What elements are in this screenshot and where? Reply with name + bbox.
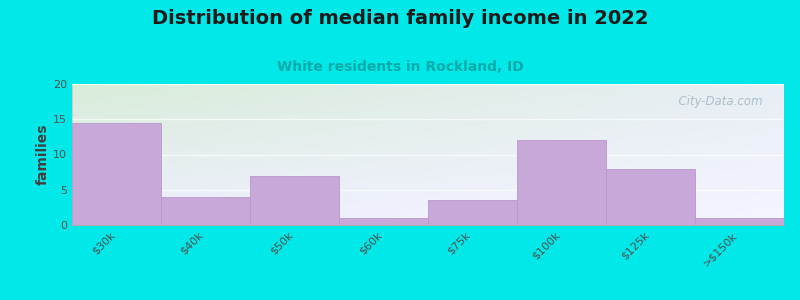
- Bar: [161, 197, 250, 225]
- Y-axis label: families: families: [36, 124, 50, 185]
- Text: City-Data.com: City-Data.com: [671, 95, 762, 108]
- Bar: [250, 176, 339, 225]
- Text: Distribution of median family income in 2022: Distribution of median family income in …: [152, 9, 648, 28]
- Bar: [517, 140, 606, 225]
- Bar: [428, 200, 517, 225]
- Bar: [606, 169, 695, 225]
- Text: White residents in Rockland, ID: White residents in Rockland, ID: [277, 60, 523, 74]
- Bar: [695, 218, 784, 225]
- Bar: [72, 123, 161, 225]
- Bar: [339, 218, 428, 225]
